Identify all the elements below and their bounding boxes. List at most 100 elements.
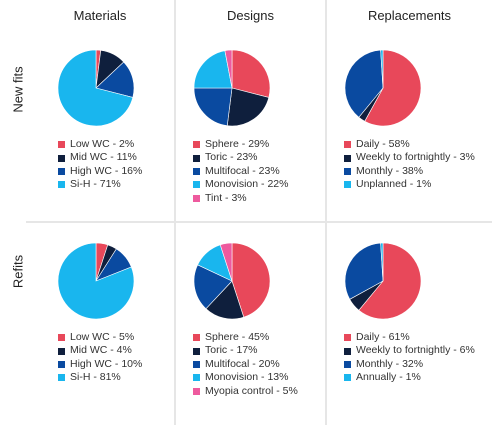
legend-swatch: [58, 347, 65, 355]
pie-chart: [57, 242, 135, 320]
legend-item-high-wc: High WC - 10%: [58, 358, 142, 371]
legend-item-sphere: Sphere - 29%: [193, 138, 288, 151]
pie-slice-monthly: [344, 242, 384, 300]
legend-swatch: [344, 361, 351, 369]
legend-item-monthly: Monthly - 38%: [344, 165, 475, 178]
legend-swatch: [193, 141, 200, 149]
legend-item-annually: Annually - 1%: [344, 371, 475, 384]
legend-item-mid-wc: Mid WC - 4%: [58, 344, 142, 357]
chart-cell-new-fits-materials: Low WC - 2% Mid WC - 11% High WC - 16% Si-H…: [28, 28, 174, 223]
legend-item-monovision: Monovision - 13%: [193, 371, 298, 384]
legend-swatch: [193, 347, 200, 355]
legend-item-mid-wc: Mid WC - 11%: [58, 151, 142, 164]
legend-swatch: [344, 168, 351, 176]
pie-slice-multifocal: [193, 87, 233, 127]
pie-slice-si-h: [57, 242, 135, 320]
legend-item-low-wc: Low WC - 2%: [58, 138, 142, 151]
legend-label: Tint - 3%: [205, 191, 247, 204]
legend-item-high-wc: High WC - 16%: [58, 165, 142, 178]
column-heading-replacements: Replacements: [367, 8, 452, 23]
legend-item-si-h: Si-H - 81%: [58, 371, 142, 384]
legend-swatch: [344, 141, 351, 149]
legend-item-multifocal: Multifocal - 20%: [193, 358, 298, 371]
legend-swatch: [58, 154, 65, 162]
legend-item-daily: Daily - 61%: [344, 331, 475, 344]
legend-item-sphere: Sphere - 45%: [193, 331, 298, 344]
legend-label: High WC - 10%: [70, 357, 143, 370]
pie-chart: [57, 49, 135, 127]
legend-label: Toric - 23%: [205, 151, 258, 164]
legend-swatch: [193, 154, 200, 162]
legend-item-weekly-to-fortnightly: Weekly to fortnightly - 3%: [344, 151, 475, 164]
pie-slice-monovision: [193, 50, 233, 89]
pie-chart: [193, 242, 271, 320]
column-divider: [174, 0, 176, 425]
legend-swatch: [193, 168, 200, 176]
row-heading-refits: Refits: [10, 254, 26, 289]
legend-swatch: [58, 141, 65, 149]
legend-label: Si-H - 81%: [70, 371, 121, 384]
column-heading-materials: Materials: [73, 8, 127, 23]
legend-label: Mid WC - 11%: [70, 151, 137, 164]
pie-slice-annually: [380, 242, 384, 282]
legend-swatch: [344, 181, 351, 189]
pie-chart: [344, 242, 422, 320]
legend: Daily - 58% Weekly to fortnightly - 3% Mon…: [344, 138, 475, 192]
pie-slice-daily: [364, 49, 422, 127]
legend-swatch: [344, 334, 351, 342]
legend-label: Sphere - 29%: [205, 138, 270, 150]
legend-label: Multifocal - 23%: [205, 164, 280, 177]
legend-label: Monovision - 22%: [205, 178, 289, 191]
legend-swatch: [58, 361, 65, 369]
legend-label: Daily - 58%: [356, 138, 410, 150]
legend-label: Annually - 1%: [356, 371, 421, 384]
legend-swatch: [193, 194, 200, 202]
legend-label: Toric - 17%: [205, 344, 258, 357]
pie-chart: [344, 49, 422, 127]
pie-slice-sphere: [231, 49, 271, 98]
column-divider: [325, 0, 327, 425]
legend-item-low-wc: Low WC - 5%: [58, 331, 142, 344]
pie-slice-unplanned: [380, 49, 384, 89]
legend-item-myopia-control: Myopia control - 5%: [193, 385, 298, 398]
pie-chart: [193, 49, 271, 127]
legend: Daily - 61% Weekly to fortnightly - 6% Mon…: [344, 331, 475, 385]
pie-slice-multifocal: [193, 264, 233, 310]
legend-swatch: [193, 374, 200, 382]
legend-swatch: [58, 168, 65, 176]
legend-item-toric: Toric - 23%: [193, 151, 288, 164]
legend-label: Weekly to fortnightly - 3%: [356, 151, 475, 164]
legend-label: Si-H - 71%: [70, 178, 121, 191]
legend-label: Unplanned - 1%: [356, 178, 432, 191]
legend: Sphere - 45% Toric - 17% Multifocal - 20% M…: [193, 331, 298, 398]
legend-label: Mid WC - 4%: [70, 344, 132, 357]
legend-label: Low WC - 2%: [70, 138, 135, 150]
legend-label: Monovision - 13%: [205, 371, 289, 384]
legend-swatch: [58, 334, 65, 342]
legend: Sphere - 29% Toric - 23% Multifocal - 23% M…: [193, 138, 288, 205]
row-divider: [26, 221, 492, 223]
legend-swatch: [193, 361, 200, 369]
legend-item-monovision: Monovision - 22%: [193, 178, 288, 191]
legend-item-daily: Daily - 58%: [344, 138, 475, 151]
legend-swatch: [58, 374, 65, 382]
legend-label: Myopia control - 5%: [205, 384, 298, 397]
column-heading-designs: Designs: [227, 8, 274, 23]
legend-label: Daily - 61%: [356, 331, 410, 343]
pie-slice-si-h: [57, 49, 134, 127]
legend-swatch: [58, 181, 65, 189]
legend-item-toric: Toric - 17%: [193, 344, 298, 357]
pie-slice-monthly: [344, 49, 384, 118]
legend-label: Weekly to fortnightly - 6%: [356, 344, 475, 357]
row-heading-new-fits: New fits: [10, 66, 26, 113]
legend-swatch: [193, 334, 200, 342]
legend-swatch: [193, 387, 200, 395]
legend-swatch: [193, 181, 200, 189]
chart-cell-refits-replacements: Daily - 61% Weekly to fortnightly - 6% Mon…: [328, 224, 475, 419]
legend-item-unplanned: Unplanned - 1%: [344, 178, 475, 191]
legend-item-si-h: Si-H - 71%: [58, 178, 142, 191]
pie-slice-toric: [226, 87, 270, 127]
legend-item-monthly: Monthly - 32%: [344, 358, 475, 371]
chart-cell-refits-designs: Sphere - 45% Toric - 17% Multifocal - 20% M…: [177, 224, 323, 419]
pie-slice-myopia-control: [219, 242, 233, 282]
